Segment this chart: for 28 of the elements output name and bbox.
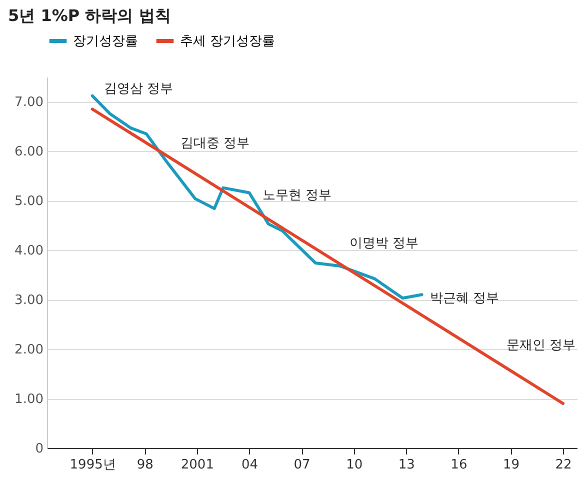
annotation: 노무현 정부 — [262, 188, 332, 203]
y-tick-label: 4.00 — [14, 244, 44, 259]
y-tick-label: 6.00 — [14, 144, 44, 160]
annotation: 문재인 정부 — [506, 338, 576, 353]
legend-label: 장기성장률 — [73, 34, 138, 49]
x-tick-label: 22 — [555, 458, 572, 472]
y-tick-label: 1.00 — [14, 392, 44, 408]
y-tick-label: 0 — [35, 442, 44, 456]
x-tick-label: 19 — [502, 458, 520, 472]
x-tick-label: 16 — [450, 458, 468, 472]
y-tick-label: 3.00 — [14, 293, 44, 308]
annotation: 김대중 정부 — [180, 136, 250, 152]
annotation: 박근혜 정부 — [430, 290, 499, 306]
x-tick-label: 07 — [294, 458, 310, 472]
annotation: 김영삼 정부 — [104, 82, 173, 97]
x-tick-label: 04 — [241, 458, 258, 472]
annotation: 이명박 정부 — [350, 236, 419, 251]
x-tick-label: 1995년 — [70, 458, 116, 472]
x-tick-label: 98 — [136, 458, 154, 472]
x-tick-label: 13 — [398, 458, 415, 472]
x-tick-label: 10 — [346, 458, 363, 472]
y-tick-label: 2.00 — [14, 342, 44, 358]
legend-label: 추세 장기성장률 — [180, 34, 276, 49]
line-series — [90, 94, 424, 300]
y-tick-label: 5.00 — [14, 194, 44, 210]
x-tick-label: 2001 — [180, 458, 214, 472]
chart-title: 5년 1%P 하락의 법칙 — [8, 6, 171, 25]
y-tick-label: 7.00 — [14, 95, 44, 110]
